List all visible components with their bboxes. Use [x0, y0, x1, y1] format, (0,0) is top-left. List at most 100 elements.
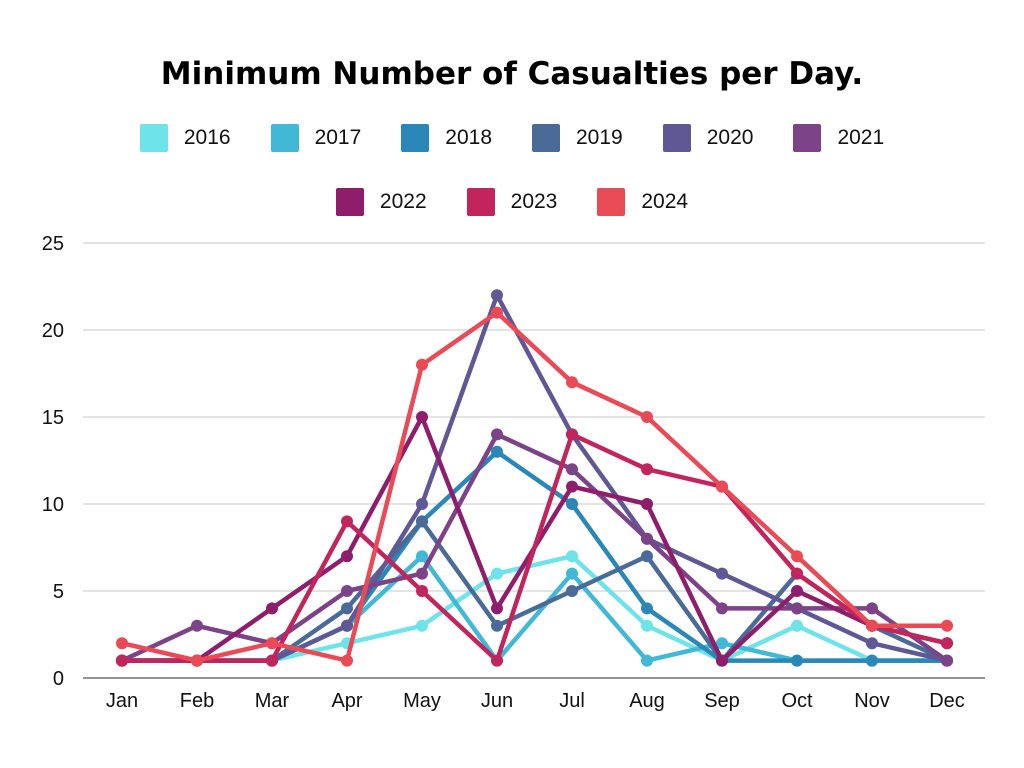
- data-point-2018-Nov: [866, 654, 878, 667]
- data-point-2022-Jun: [491, 602, 503, 615]
- legend-item-2019: 2019: [532, 124, 623, 152]
- legend-swatch-2020: [662, 124, 691, 152]
- legend-row-2: 2022 2023 2024: [0, 188, 1024, 216]
- y-tick-label: 5: [53, 581, 64, 603]
- data-point-2021-Jun: [491, 428, 503, 441]
- legend-label-2020: 2020: [706, 126, 754, 149]
- legend-item-2023: 2023: [466, 188, 558, 216]
- x-axis-ticks: Jan Feb Mar Apr May Jun Jul Aug Sep Oct Nov Dec: [106, 690, 965, 712]
- data-point-2024-Apr: [341, 654, 353, 667]
- data-point-2018-Jun: [491, 445, 503, 458]
- legend-label-2016: 2016: [183, 126, 231, 149]
- x-tick-label: Dec: [929, 690, 965, 712]
- data-point-2024-Mar: [266, 637, 278, 650]
- legend-label-2019: 2019: [576, 126, 623, 149]
- x-tick-label: Apr: [331, 690, 362, 712]
- data-point-2019-Aug: [641, 550, 653, 563]
- data-point-2022-Jul: [566, 480, 578, 493]
- data-point-2024-Aug: [641, 411, 653, 423]
- legend-item-2016: 2016: [139, 124, 231, 152]
- data-point-2017-Aug: [641, 654, 653, 667]
- legend-item-2017: 2017: [270, 124, 362, 152]
- data-point-2019-Jul: [566, 585, 578, 597]
- legend-item-2018: 2018: [401, 124, 492, 152]
- data-point-2020-Jun: [491, 289, 503, 302]
- y-tick-label: 10: [42, 494, 64, 516]
- legend-swatch-2019: [532, 124, 560, 152]
- data-point-2023-Jul: [566, 428, 578, 441]
- data-point-2023-Apr: [341, 515, 353, 528]
- legend-label-2021: 2021: [837, 126, 885, 149]
- data-point-2016-Jun: [491, 567, 503, 580]
- x-tick-label: Aug: [629, 690, 665, 712]
- data-point-2016-Aug: [641, 619, 653, 632]
- data-point-2021-Nov: [866, 602, 878, 615]
- x-tick-label: Mar: [255, 690, 290, 712]
- legend-swatch-2017: [270, 124, 299, 152]
- data-point-2016-Oct: [791, 619, 803, 632]
- legend-item-2024: 2024: [597, 188, 688, 216]
- legend-label-2018: 2018: [445, 126, 492, 149]
- x-tick-label: Sep: [704, 690, 740, 712]
- legend-label-2023: 2023: [510, 190, 558, 213]
- data-point-2020-Apr: [341, 619, 353, 632]
- data-point-2021-Aug: [641, 532, 653, 545]
- series-layer: [116, 289, 953, 667]
- series-line-2023: [119, 432, 950, 663]
- y-tick-label: 25: [42, 233, 64, 255]
- data-point-2021-Oct: [791, 602, 803, 615]
- legend-swatch-2016: [139, 124, 168, 152]
- legend-label-2017: 2017: [314, 126, 362, 149]
- data-point-2021-Jul: [566, 463, 578, 476]
- data-point-2021-May: [416, 567, 428, 580]
- data-point-2024-Jan: [116, 637, 128, 650]
- legend-item-2020: 2020: [662, 124, 754, 152]
- data-point-2022-May: [416, 411, 428, 423]
- chart-title: Minimum Number of Casualties per Day.: [160, 56, 864, 92]
- data-point-2022-Sep: [716, 654, 728, 667]
- data-point-2022-Oct: [791, 585, 803, 597]
- series-line-2024: [119, 310, 950, 663]
- data-point-2017-Jul: [566, 567, 578, 580]
- data-point-2024-Dec: [941, 619, 953, 632]
- x-tick-label: Oct: [781, 690, 813, 712]
- data-point-2022-Apr: [341, 550, 353, 563]
- legend-swatch-2018: [401, 124, 430, 152]
- y-tick-label: 15: [42, 407, 64, 429]
- series-line-2021: [119, 432, 950, 663]
- data-point-2016-May: [416, 619, 428, 632]
- data-point-2022-Mar: [266, 602, 278, 615]
- y-tick-label: 0: [53, 668, 64, 690]
- legend-swatch-2021: [793, 124, 822, 152]
- x-tick-label: Jan: [106, 690, 138, 712]
- x-tick-label: Nov: [854, 690, 890, 712]
- data-point-2023-Aug: [641, 463, 653, 476]
- data-point-2023-May: [416, 585, 428, 597]
- data-point-2024-Oct: [791, 550, 803, 563]
- legend-swatch-2022: [335, 188, 364, 216]
- x-tick-label: May: [403, 690, 441, 712]
- data-point-2020-Sep: [716, 567, 728, 580]
- data-point-2019-Jun: [491, 619, 503, 632]
- legend-label-2022: 2022: [379, 190, 427, 213]
- data-point-2021-Dec: [941, 654, 953, 667]
- data-point-2023-Mar: [266, 654, 278, 667]
- legend-label-2024: 2024: [641, 190, 689, 213]
- y-tick-label: 20: [42, 320, 64, 342]
- data-point-2024-Nov: [866, 619, 878, 632]
- data-point-2023-Oct: [791, 567, 803, 580]
- legend-row-1: 2016 2017 2018 2019 2020 2021: [0, 124, 1024, 152]
- x-tick-label: Jun: [481, 690, 513, 712]
- legend-swatch-2023: [466, 188, 495, 216]
- series-2018: [116, 445, 953, 667]
- x-tick-label: Jul: [559, 690, 585, 712]
- data-point-2021-Apr: [341, 585, 353, 597]
- data-point-2024-Jun: [491, 306, 503, 319]
- y-axis-ticks: 0 5 10 15 20 25: [42, 233, 64, 690]
- data-point-2016-Jul: [566, 550, 578, 563]
- data-point-2018-Oct: [791, 654, 803, 667]
- legend-item-2021: 2021: [793, 124, 884, 152]
- data-point-2024-Jul: [566, 376, 578, 389]
